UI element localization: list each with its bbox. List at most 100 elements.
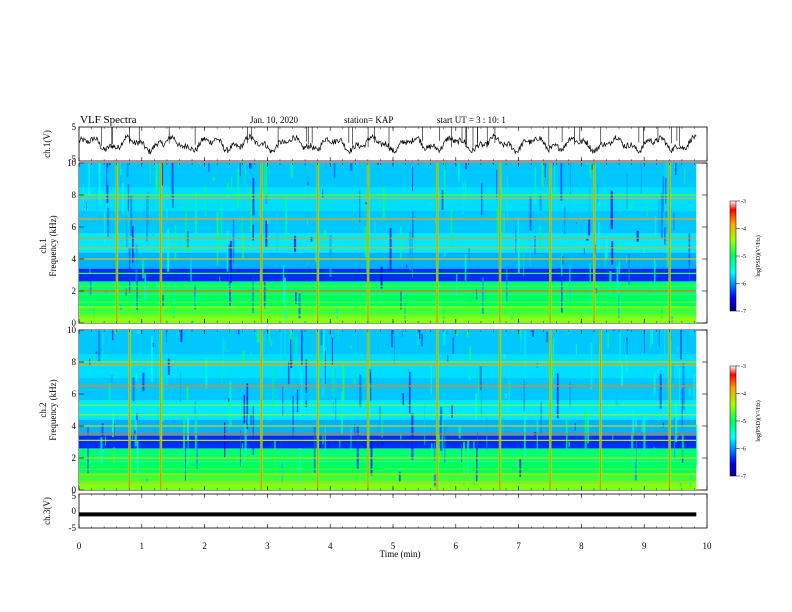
spectrogram-noise xyxy=(626,330,629,331)
spectrogram-noise xyxy=(299,447,301,485)
ch2-spectrogram-image xyxy=(79,330,698,490)
spectrogram-noise xyxy=(134,430,136,435)
spectrogram-noise xyxy=(322,357,325,397)
spectrogram-noise xyxy=(503,212,505,237)
spectrogram-noise xyxy=(324,230,327,249)
spectrogram-vertical-event-core xyxy=(499,163,501,323)
spectrogram-noise xyxy=(523,412,526,459)
spectrogram-noise xyxy=(227,349,229,352)
spectrogram-vertical-event-core xyxy=(260,330,262,490)
spectrogram-vertical-event-core xyxy=(668,330,670,490)
spectrogram-noise xyxy=(625,336,627,359)
spectrogram-noise xyxy=(398,471,401,482)
spectrogram-noise xyxy=(631,432,634,474)
spectrogram-noise xyxy=(180,330,183,343)
spectrogram-noise xyxy=(350,163,353,171)
spectrogram-noise xyxy=(132,377,135,402)
spectrogram-noise xyxy=(475,393,477,421)
spectrogram-noise xyxy=(135,372,138,382)
spectrogram-noise xyxy=(132,226,134,263)
spectrogram-noise xyxy=(102,330,104,345)
spectrogram-noise xyxy=(89,280,92,295)
spectrogram-vertical-event-core xyxy=(367,330,369,490)
spectrogram-noise xyxy=(291,335,293,361)
spectrogram-noise xyxy=(463,441,466,486)
spectrogram-noise xyxy=(350,428,352,450)
spectrogram-noise xyxy=(393,336,395,366)
spectrogram-noise xyxy=(481,277,484,315)
spectrogram-noise xyxy=(464,254,467,281)
spectrogram-noise xyxy=(284,330,287,369)
spectrogram-noise xyxy=(272,367,274,410)
spectrogram-noise xyxy=(107,207,110,237)
spectrogram-noise xyxy=(496,207,499,235)
spectrogram-noise xyxy=(167,230,169,271)
spectrogram-noise xyxy=(265,220,268,247)
spectrogram-noise xyxy=(404,301,406,323)
spectrogram-noise xyxy=(269,330,271,342)
spectrogram-noise xyxy=(142,372,145,392)
spectrogram-band xyxy=(79,252,697,269)
spectrogram-noise xyxy=(437,435,440,463)
spectrogram-vertical-event-core xyxy=(549,163,551,323)
spectrogram-noise xyxy=(293,235,297,252)
spectrogram-noise xyxy=(523,379,525,412)
spectrogram-noise xyxy=(560,163,563,201)
spectrogram-band xyxy=(79,400,697,420)
spectrogram-noise xyxy=(458,163,460,182)
ch1-colorbar-ticks: -3 -4 -5 -6 -7 xyxy=(736,199,746,315)
spectrogram-noise xyxy=(574,422,576,431)
spectrogram-noise xyxy=(246,383,249,430)
spectrogram-noise xyxy=(130,194,133,236)
spectrogram-noise xyxy=(611,241,614,265)
spectrogram-noise xyxy=(653,259,656,292)
spectrogram-band xyxy=(79,448,697,462)
spectrogram-noise xyxy=(634,461,637,481)
ch1-waveform-panel: 5 -5 ch.1(V) xyxy=(42,122,708,164)
spectrogram-noise xyxy=(435,219,437,224)
spectrogram-noise xyxy=(468,248,470,261)
spectrogram-noise xyxy=(536,415,538,450)
spectrogram-noise xyxy=(136,413,138,420)
ch1-ytick-top: 5 xyxy=(72,122,77,132)
spectrogram-noise xyxy=(616,266,619,293)
spectrogram-noise xyxy=(529,196,532,231)
spectrogram-noise xyxy=(550,357,553,406)
spectrogram-noise xyxy=(270,340,273,346)
spectrogram-band xyxy=(79,378,697,401)
spectrogram-noise xyxy=(553,163,554,166)
spectrogram-noise xyxy=(157,214,160,216)
spectrogram-noise xyxy=(632,409,635,436)
spectrogram-noise xyxy=(561,245,563,276)
spectrogram-vertical-event-core xyxy=(436,163,438,323)
spectrogram-noise xyxy=(665,163,668,178)
spectrogram-noise xyxy=(282,265,285,301)
spectrogram-noise xyxy=(321,390,324,399)
spectrogram-noise xyxy=(242,350,245,362)
spectrogram-noise xyxy=(331,337,333,366)
spectrogram-noise xyxy=(332,363,334,397)
spectrogram-noise xyxy=(329,235,332,277)
spectrogram-noise xyxy=(125,215,128,248)
spectrogram-noise xyxy=(618,294,620,319)
spectrogram-noise xyxy=(430,365,432,394)
spectrogram-noise xyxy=(575,343,577,356)
spectrogram-noise xyxy=(333,231,335,253)
spectrogram-noise xyxy=(496,169,498,197)
spectrogram-ytick-label: 4 xyxy=(72,421,77,431)
colorbar-tick-label: -7 xyxy=(741,474,746,480)
spectrogram-noise xyxy=(109,163,111,166)
spectrogram-noise xyxy=(274,440,276,480)
ch3-ytick-bottom: -5 xyxy=(69,523,77,533)
spectrogram-noise xyxy=(643,247,646,254)
spectrogram-noise xyxy=(630,204,633,210)
spectrogram-noise xyxy=(108,383,111,403)
spectrogram-noise xyxy=(660,354,662,359)
ch3-waveform-ylabel: ch.3(V) xyxy=(42,497,52,525)
spectrogram-noise xyxy=(561,256,564,265)
spectrogram-noise xyxy=(589,263,591,305)
spectrogram-noise xyxy=(155,176,158,193)
spectrogram-noise xyxy=(241,443,243,476)
spectrogram-noise xyxy=(492,163,494,164)
spectrogram-noise xyxy=(583,248,585,254)
